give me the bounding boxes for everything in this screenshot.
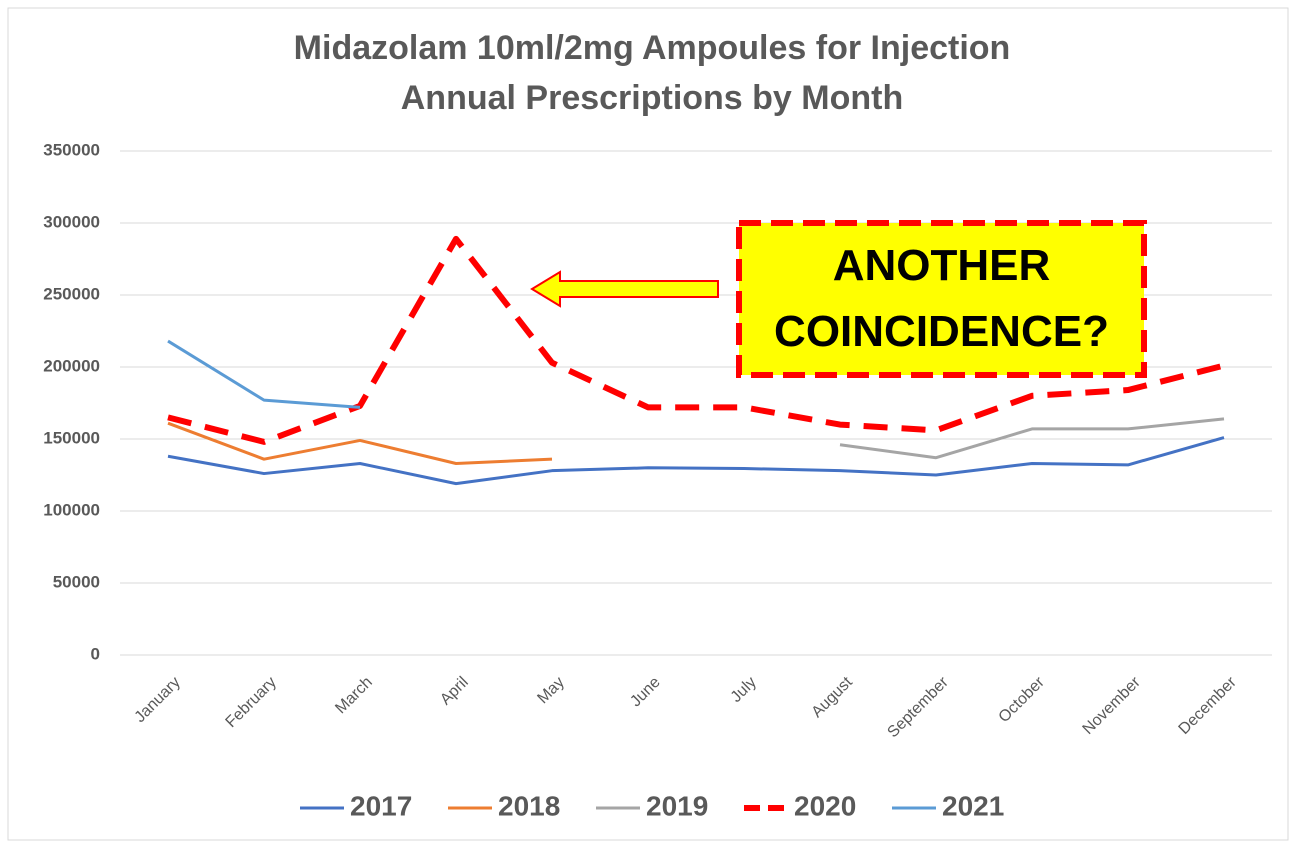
y-tick-label: 250000 xyxy=(43,284,100,303)
annotation-arrow xyxy=(530,270,719,308)
y-tick-label: 300000 xyxy=(43,212,100,231)
series-line xyxy=(167,235,1225,445)
y-tick-label: 200000 xyxy=(43,356,100,375)
series-line xyxy=(167,339,361,409)
legend-label: 2018 xyxy=(498,790,560,821)
legend-label: 2020 xyxy=(794,790,856,821)
annotation: ANOTHER COINCIDENCE? xyxy=(774,241,1109,356)
series-line xyxy=(839,417,1225,460)
series-line xyxy=(167,421,553,465)
y-tick-label: 150000 xyxy=(43,428,100,447)
legend-label: 2021 xyxy=(942,790,1004,821)
y-tick-label: 0 xyxy=(91,644,100,663)
chart-title: Midazolam 10ml/2mg Ampoules for Injectio… xyxy=(294,29,1011,67)
legend-label: 2019 xyxy=(646,790,708,821)
chart-subtitle: Annual Prescriptions by Month xyxy=(401,79,903,117)
series-line xyxy=(167,436,1225,486)
chart-border xyxy=(7,7,1289,841)
annotation-box xyxy=(736,220,1147,378)
legend-label: 2017 xyxy=(350,790,412,821)
y-tick-label: 350000 xyxy=(43,140,100,159)
y-tick-label: 100000 xyxy=(43,500,100,519)
y-tick-label: 50000 xyxy=(53,572,100,591)
